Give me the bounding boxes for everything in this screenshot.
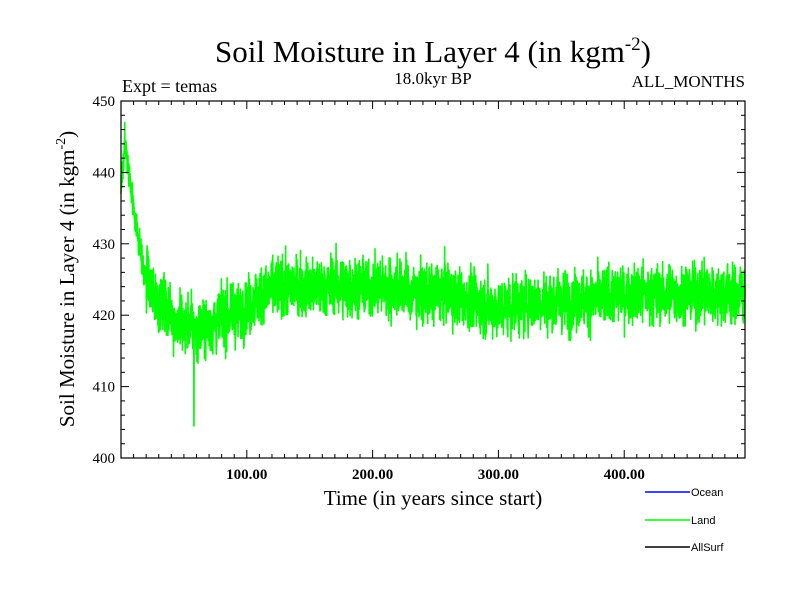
legend: Ocean Land AllSurf (645, 487, 724, 554)
land-series-line (120, 121, 746, 427)
legend-label-ocean: Ocean (691, 487, 723, 499)
y-tick-label: 450 (93, 94, 116, 110)
x-axis: 100.00 200.00 300.00 400.00 (133, 101, 738, 483)
x-tick-label: 200.00 (352, 467, 393, 483)
chart-title-close: ) (641, 34, 651, 69)
months-label: ALL_MONTHS (632, 72, 745, 91)
y-axis-label-close: ) (55, 131, 79, 138)
plot-frame (120, 100, 746, 459)
y-tick-label: 430 (93, 237, 116, 253)
legend-label-land: Land (691, 515, 715, 527)
y-tick-label: 400 (93, 451, 116, 467)
y-tick-label: 410 (93, 380, 116, 396)
y-tick-label: 440 (93, 165, 116, 181)
chart-title-main: Soil Moisture in Layer 4 (in kgm (215, 34, 625, 69)
x-tick-label: 100.00 (226, 467, 267, 483)
x-tick-label: 400.00 (604, 467, 645, 483)
y-axis: 400 410 420 430 440 450 (93, 94, 745, 467)
y-tick-label: 420 (93, 308, 116, 324)
y-axis-label: Soil Moisture in Layer 4 (in kgm-2) (54, 131, 79, 427)
y-axis-label-main: Soil Moisture in Layer 4 (in kgm (55, 150, 79, 428)
y-axis-label-superscript: -2 (54, 138, 69, 150)
period-label: 18.0kyr BP (394, 69, 471, 88)
x-axis-label: Time (in years since start) (324, 486, 543, 510)
chart-title: Soil Moisture in Layer 4 (in kgm-2) (215, 34, 651, 69)
x-tick-label: 300.00 (478, 467, 519, 483)
plot-data-layer (120, 121, 746, 427)
chart-title-superscript: -2 (625, 34, 641, 55)
experiment-label: Expt = temas (122, 76, 217, 96)
legend-label-allsurf: AllSurf (691, 542, 724, 554)
